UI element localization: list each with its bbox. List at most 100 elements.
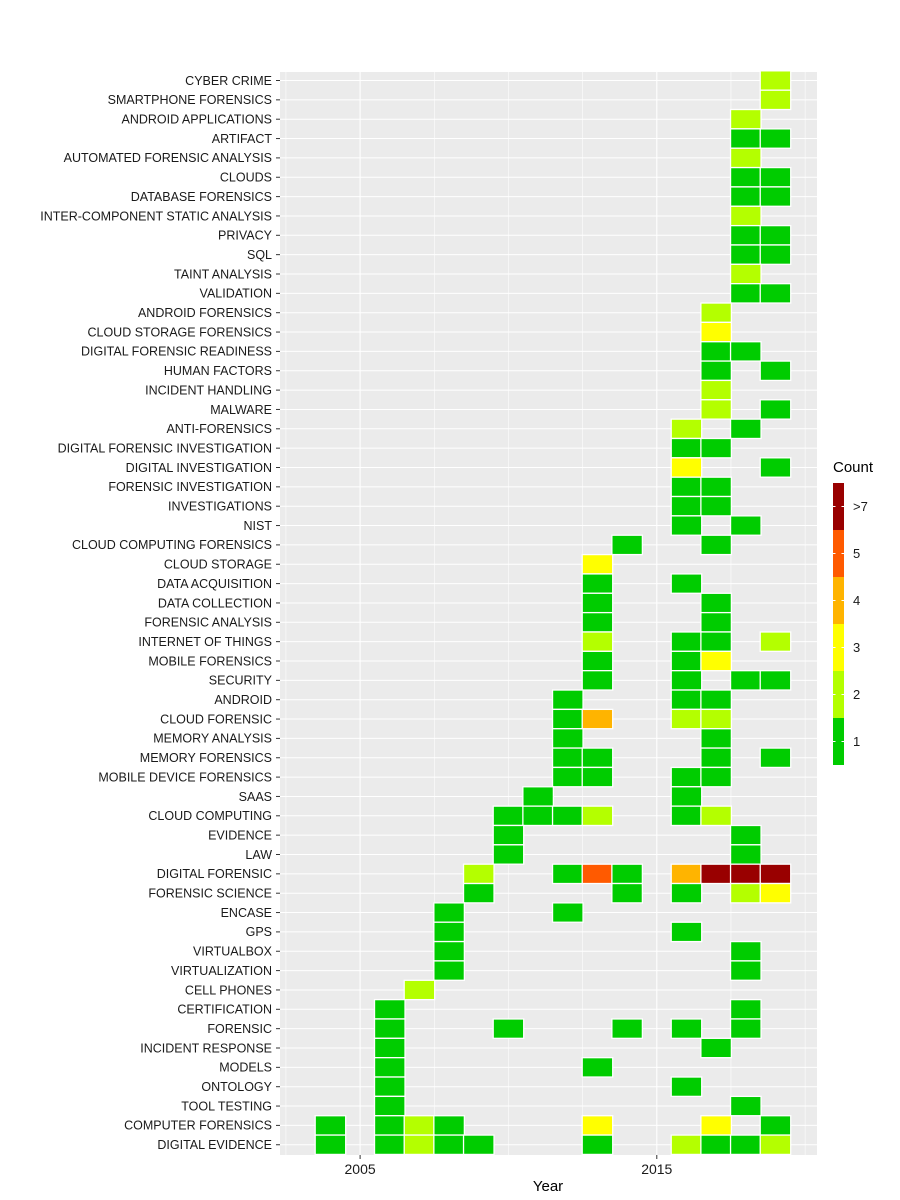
- heatmap-cell: [729, 341, 762, 362]
- heatmap-cell: [759, 283, 792, 304]
- heatmap-cell: [729, 960, 762, 981]
- legend-label: 4: [853, 593, 860, 608]
- heatmap-cell: [581, 747, 614, 769]
- heatmap-cell: [759, 882, 792, 904]
- y-tick-label: CYBER CRIME: [185, 74, 272, 88]
- heatmap-cell: [581, 1057, 614, 1078]
- x-axis-title: Year: [533, 1178, 563, 1195]
- heatmap-cell: [670, 766, 703, 788]
- legend-swatch: [833, 483, 844, 530]
- heatmap-cell: [700, 766, 733, 788]
- heatmap-cell: [581, 708, 614, 730]
- heatmap-cell: [759, 670, 792, 691]
- heatmap-cell: [700, 863, 733, 885]
- heatmap-cell: [700, 341, 733, 362]
- y-tick-label: SMARTPHONE FORENSICS: [108, 93, 272, 107]
- heatmap-cell: [522, 786, 555, 807]
- heatmap-cell: [670, 786, 703, 807]
- heatmap-cell: [759, 186, 792, 207]
- y-tick-label: CLOUD COMPUTING FORENSICS: [72, 538, 272, 552]
- heatmap-cell: [670, 689, 703, 711]
- y-tick-label: HUMAN FACTORS: [164, 364, 272, 378]
- heatmap-cell: [700, 650, 733, 672]
- heatmap-cell: [759, 360, 792, 382]
- legend-swatch: [833, 530, 844, 577]
- heatmap-cell: [729, 166, 762, 188]
- heatmap-cell: [373, 1018, 406, 1039]
- heatmap-cell: [700, 379, 733, 401]
- y-tick-label: ARTIFACT: [212, 132, 273, 146]
- heatmap-cell: [700, 1037, 733, 1059]
- heatmap-cell: [729, 147, 762, 169]
- y-tick-label: ONTOLOGY: [201, 1080, 272, 1094]
- heatmap-cell: [373, 998, 406, 1020]
- heatmap-cell: [759, 1134, 792, 1156]
- heatmap-cell: [581, 573, 614, 594]
- legend-label: 1: [853, 734, 860, 749]
- y-tick-label: DIGITAL FORENSIC: [157, 867, 272, 881]
- heatmap-cell: [729, 128, 762, 149]
- y-tick-label: CELL PHONES: [185, 983, 272, 997]
- y-tick-label: LAW: [245, 848, 272, 862]
- heatmap-cell: [373, 1076, 406, 1098]
- heatmap-cell: [551, 747, 584, 769]
- heatmap-cell: [729, 224, 762, 246]
- heatmap-cell: [729, 863, 762, 885]
- y-tick-label: FORENSIC: [207, 1022, 272, 1036]
- y-tick-label: MODELS: [219, 1061, 272, 1075]
- y-tick-label: ENCASE: [221, 906, 272, 920]
- heatmap-cell: [759, 70, 792, 91]
- heatmap-cell: [551, 902, 584, 923]
- heatmap-cell: [551, 689, 584, 711]
- heatmap-cell: [729, 186, 762, 207]
- heatmap-cell: [581, 670, 614, 691]
- heatmap-cell: [670, 650, 703, 672]
- heatmap-cell: [670, 457, 703, 478]
- y-tick-label: DIGITAL FORENSIC INVESTIGATION: [58, 441, 272, 455]
- heatmap-cell: [492, 805, 525, 827]
- heatmap-cell: [729, 108, 762, 130]
- heatmap-cell: [700, 708, 733, 730]
- heatmap-cell: [551, 805, 584, 827]
- y-tick-label: COMPUTER FORENSICS: [124, 1119, 272, 1133]
- heatmap-cell: [581, 553, 614, 575]
- legend-title: Count: [833, 459, 874, 476]
- heatmap-cell: [759, 863, 792, 885]
- heatmap-cell: [373, 1095, 406, 1117]
- heatmap-cell: [670, 476, 703, 498]
- y-tick-label: FORENSIC ANALYSIS: [144, 616, 272, 630]
- heatmap-cell: [700, 476, 733, 498]
- heatmap-cell: [462, 863, 495, 885]
- heatmap-cell: [729, 998, 762, 1020]
- y-tick-label: NIST: [244, 519, 273, 533]
- y-tick-label: TAINT ANALYSIS: [174, 267, 272, 281]
- heatmap-cell: [700, 805, 733, 827]
- heatmap-cell: [670, 418, 703, 440]
- legend-label: >7: [853, 499, 868, 514]
- heatmap-cell: [670, 882, 703, 904]
- y-tick-label: DATABASE FORENSICS: [131, 190, 272, 204]
- heatmap-cell: [373, 1037, 406, 1059]
- heatmap-cell: [314, 1134, 347, 1156]
- heatmap-cell: [670, 515, 703, 536]
- heatmap-cell: [373, 1134, 406, 1156]
- legend-swatch: [833, 718, 844, 765]
- heatmap-cell: [700, 728, 733, 749]
- heatmap-cell: [759, 244, 792, 265]
- y-tick-label: CLOUD STORAGE FORENSICS: [87, 325, 272, 339]
- y-tick-label: MEMORY ANALYSIS: [153, 732, 272, 746]
- heatmap-cell: [670, 708, 703, 730]
- heatmap-cell: [581, 650, 614, 672]
- heatmap-cell: [729, 515, 762, 536]
- heatmap-cell: [700, 360, 733, 382]
- y-tick-label: CLOUD STORAGE: [164, 558, 272, 572]
- y-tick-label: DIGITAL INVESTIGATION: [126, 461, 272, 475]
- heatmap-cell: [403, 1115, 436, 1136]
- heatmap-cell: [403, 1134, 436, 1156]
- heatmap-cell: [670, 863, 703, 885]
- heatmap-cell: [700, 302, 733, 324]
- heatmap-cell: [759, 747, 792, 769]
- heatmap-cell: [700, 689, 733, 711]
- legend: Count >7 5 4 3 2 1: [833, 459, 874, 765]
- heatmap-cell: [522, 805, 555, 827]
